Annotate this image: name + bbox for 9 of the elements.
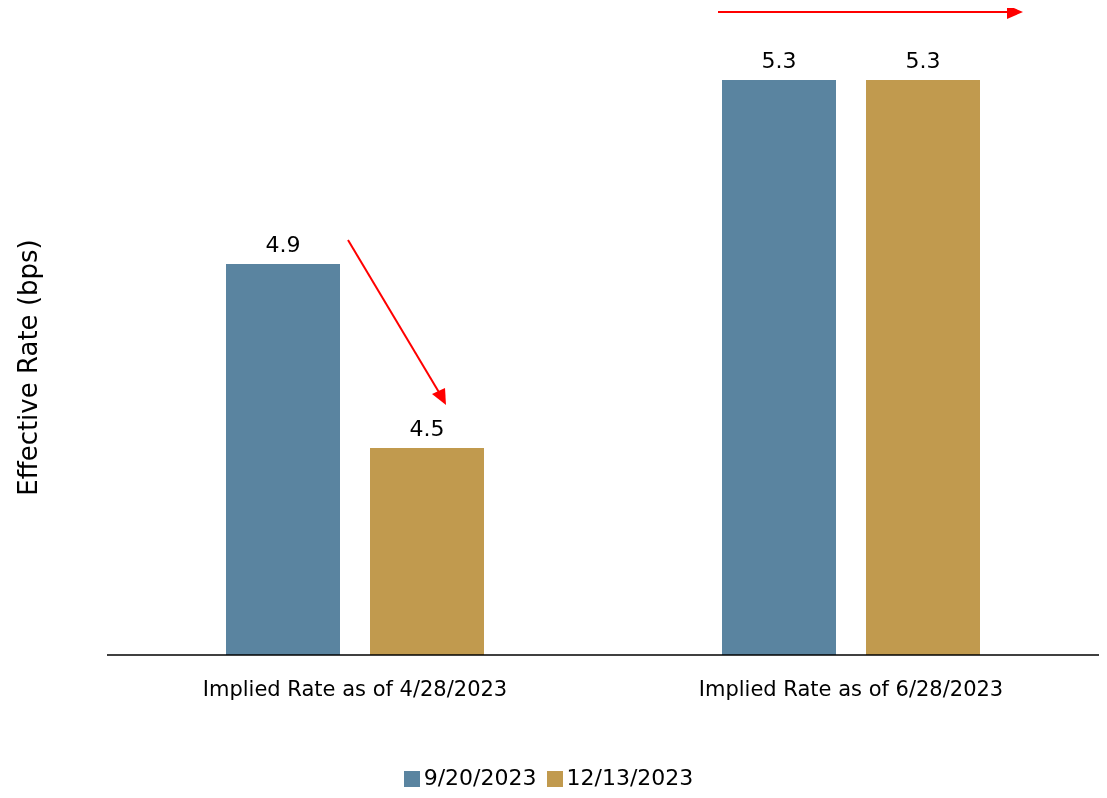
data-label: 5.3: [761, 48, 797, 73]
legend-label: 9/20/2023: [423, 765, 537, 790]
legend-label: 12/13/2023: [566, 765, 694, 790]
x-tick-label: Implied Rate as of 4/28/2023: [202, 676, 508, 701]
data-label: 4.5: [409, 416, 445, 441]
data-label: 5.3: [905, 48, 941, 73]
x-tick-label: Implied Rate as of 6/28/2023: [698, 676, 1004, 701]
y-axis-title: Effective Rate (bps): [13, 239, 44, 496]
data-label: 4.9: [265, 232, 301, 257]
